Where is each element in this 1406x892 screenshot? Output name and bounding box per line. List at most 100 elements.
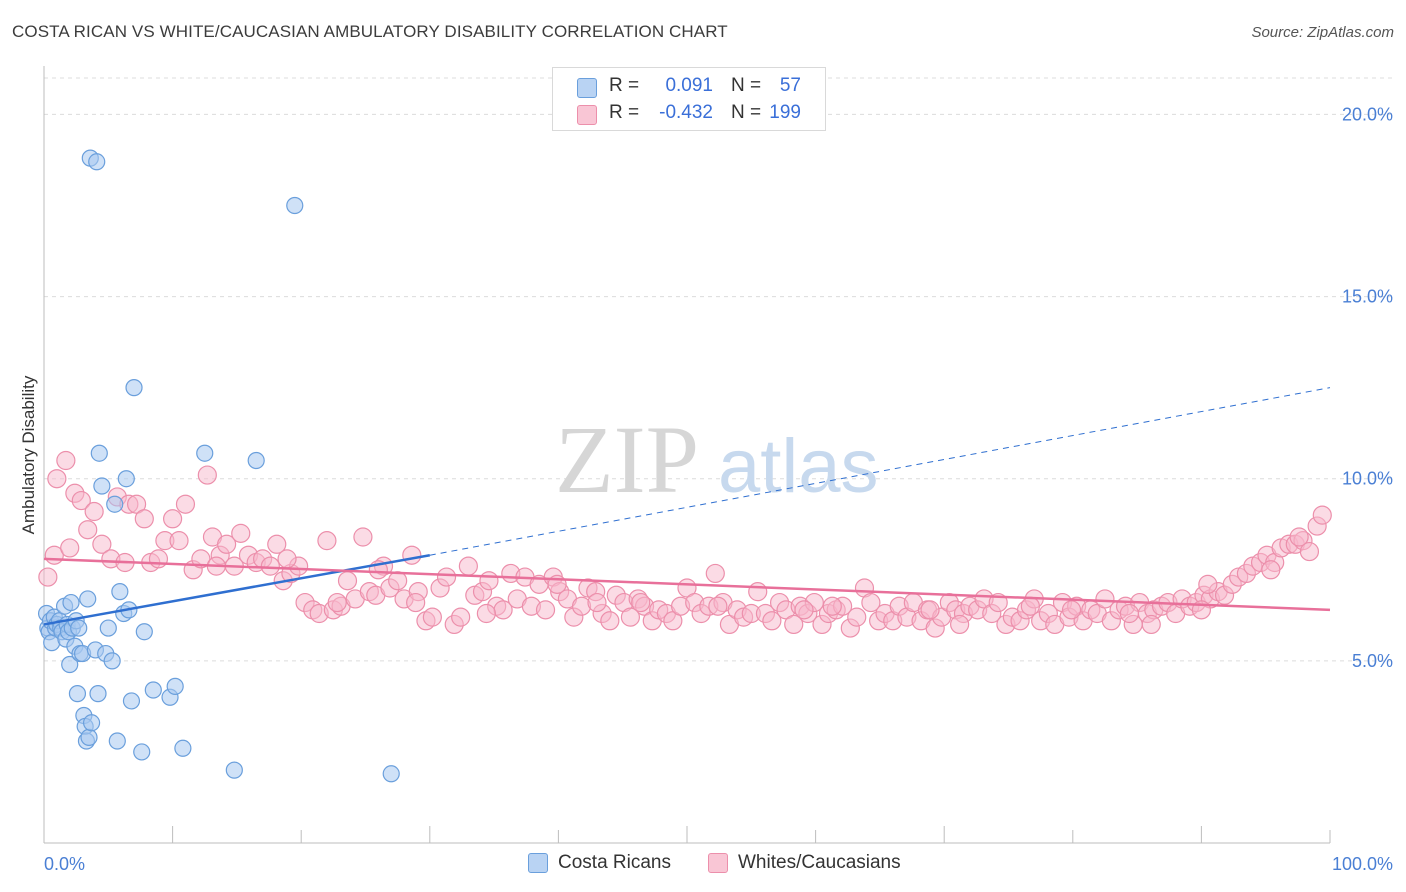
data-point-whites bbox=[56, 450, 76, 471]
data-point-whites bbox=[784, 614, 804, 635]
axes bbox=[43, 66, 1331, 844]
data-point-whites bbox=[148, 549, 169, 569]
y-tick-label: 20.0% bbox=[1342, 104, 1393, 124]
data-point-whites bbox=[134, 509, 154, 529]
data-point-whites bbox=[422, 607, 442, 627]
data-point-costa-ricans bbox=[80, 728, 98, 746]
data-point-whites bbox=[327, 592, 347, 613]
watermark-zip: ZIP bbox=[555, 406, 699, 513]
data-point-whites bbox=[317, 531, 337, 551]
data-point-whites bbox=[191, 549, 211, 569]
y-tick-label: 5.0% bbox=[1352, 651, 1393, 671]
data-point-whites bbox=[950, 614, 970, 635]
data-point-whites bbox=[163, 509, 183, 529]
costa-rican-points bbox=[37, 149, 400, 783]
data-point-whites bbox=[1289, 527, 1309, 547]
data-point-costa-ricans bbox=[174, 739, 192, 757]
legend-swatch-blue bbox=[577, 78, 597, 98]
data-point-costa-ricans bbox=[61, 655, 79, 674]
trend-line-costa-ricans-extension bbox=[429, 387, 1331, 556]
data-point-costa-ricans bbox=[99, 619, 117, 637]
data-point-whites bbox=[1261, 560, 1281, 580]
data-point-costa-ricans bbox=[106, 495, 124, 513]
legend-label-costa-ricans: Costa Ricans bbox=[558, 852, 671, 873]
legend-n-label: N = bbox=[731, 75, 762, 96]
data-point-costa-ricans bbox=[108, 732, 126, 750]
data-point-whites bbox=[260, 556, 280, 576]
legend-swatch-pink bbox=[708, 853, 728, 873]
legend-n-value: 199 bbox=[769, 102, 801, 123]
data-point-whites bbox=[1095, 589, 1115, 609]
data-point-costa-ricans bbox=[196, 444, 214, 462]
data-point-whites bbox=[175, 494, 196, 514]
data-point-costa-ricans bbox=[79, 590, 97, 608]
data-point-whites bbox=[920, 600, 940, 620]
y-axis-label: Ambulatory Disability bbox=[19, 375, 38, 534]
legend-n-value: 57 bbox=[779, 75, 801, 96]
y-tick-label: 15.0% bbox=[1342, 287, 1393, 307]
data-point-costa-ricans bbox=[166, 677, 184, 695]
data-point-costa-ricans bbox=[93, 477, 111, 495]
data-point-costa-ricans bbox=[89, 685, 107, 703]
watermark: ZIP atlas bbox=[555, 406, 879, 513]
data-point-whites bbox=[402, 545, 422, 565]
data-point-whites bbox=[847, 607, 867, 627]
legend-row-whites: R = -0.432 N = 199 bbox=[553, 100, 825, 128]
legend-r-value: 0.091 bbox=[665, 75, 713, 96]
legend-r-label: R = bbox=[609, 75, 640, 96]
data-point-whites bbox=[337, 571, 358, 591]
data-point-whites bbox=[406, 592, 426, 613]
data-point-costa-ricans bbox=[68, 685, 87, 703]
data-point-costa-ricans bbox=[225, 761, 243, 779]
data-point-whites bbox=[388, 571, 408, 591]
data-point-whites bbox=[436, 567, 457, 587]
data-point-costa-ricans bbox=[82, 714, 101, 732]
tick-labels: 5.0% 10.0% 15.0% 20.0% 0.0% 100.0% bbox=[44, 104, 1393, 874]
legend-row-costa-ricans: R = 0.091 N = 57 bbox=[553, 73, 825, 101]
data-point-whites bbox=[1299, 541, 1320, 562]
data-point-whites bbox=[1312, 505, 1332, 525]
data-point-whites bbox=[71, 490, 91, 511]
legend-r-label: R = bbox=[609, 102, 640, 123]
correlation-legend: R = 0.091 N = 57 R = -0.432 N = 199 bbox=[552, 67, 826, 131]
data-point-whites bbox=[353, 527, 373, 547]
data-point-whites bbox=[1020, 596, 1040, 616]
data-point-whites bbox=[600, 611, 620, 631]
x-tick-label-min: 0.0% bbox=[44, 854, 85, 874]
data-point-whites bbox=[708, 596, 728, 616]
data-point-whites bbox=[794, 600, 814, 620]
data-point-whites bbox=[197, 465, 217, 485]
data-point-costa-ricans bbox=[88, 153, 106, 171]
trend-line-costa-ricans bbox=[43, 553, 431, 626]
data-point-whites bbox=[479, 571, 499, 591]
chart-title: COSTA RICAN VS WHITE/CAUCASIAN AMBULATOR… bbox=[12, 22, 728, 41]
data-point-whites bbox=[169, 531, 189, 551]
legend-swatch-blue bbox=[528, 853, 548, 873]
data-point-costa-ricans bbox=[144, 681, 162, 699]
data-point-costa-ricans bbox=[286, 196, 304, 215]
data-point-whites bbox=[535, 600, 556, 620]
data-point-whites bbox=[1061, 600, 1082, 620]
data-point-whites bbox=[47, 469, 67, 489]
data-point-costa-ricans bbox=[135, 623, 153, 641]
data-point-costa-ricans bbox=[382, 765, 400, 783]
data-point-costa-ricans bbox=[117, 470, 135, 488]
data-point-whites bbox=[861, 592, 881, 613]
data-point-costa-ricans bbox=[247, 451, 265, 470]
data-point-whites bbox=[1198, 574, 1218, 594]
data-point-whites bbox=[822, 596, 842, 616]
data-point-costa-ricans bbox=[70, 619, 88, 637]
data-point-whites bbox=[620, 607, 641, 627]
y-tick-label: 10.0% bbox=[1342, 469, 1393, 489]
watermark-atlas: atlas bbox=[718, 424, 879, 509]
whites-points bbox=[38, 450, 1332, 638]
data-point-whites bbox=[231, 523, 251, 543]
data-point-whites bbox=[458, 556, 478, 576]
trend-line-whites bbox=[43, 557, 1331, 612]
series-legend: Costa Ricans Whites/Caucasians bbox=[0, 851, 1406, 877]
data-point-whites bbox=[748, 582, 768, 602]
data-point-costa-ricans bbox=[122, 692, 141, 710]
data-point-costa-ricans bbox=[125, 379, 143, 397]
legend-swatch-pink bbox=[577, 105, 597, 125]
